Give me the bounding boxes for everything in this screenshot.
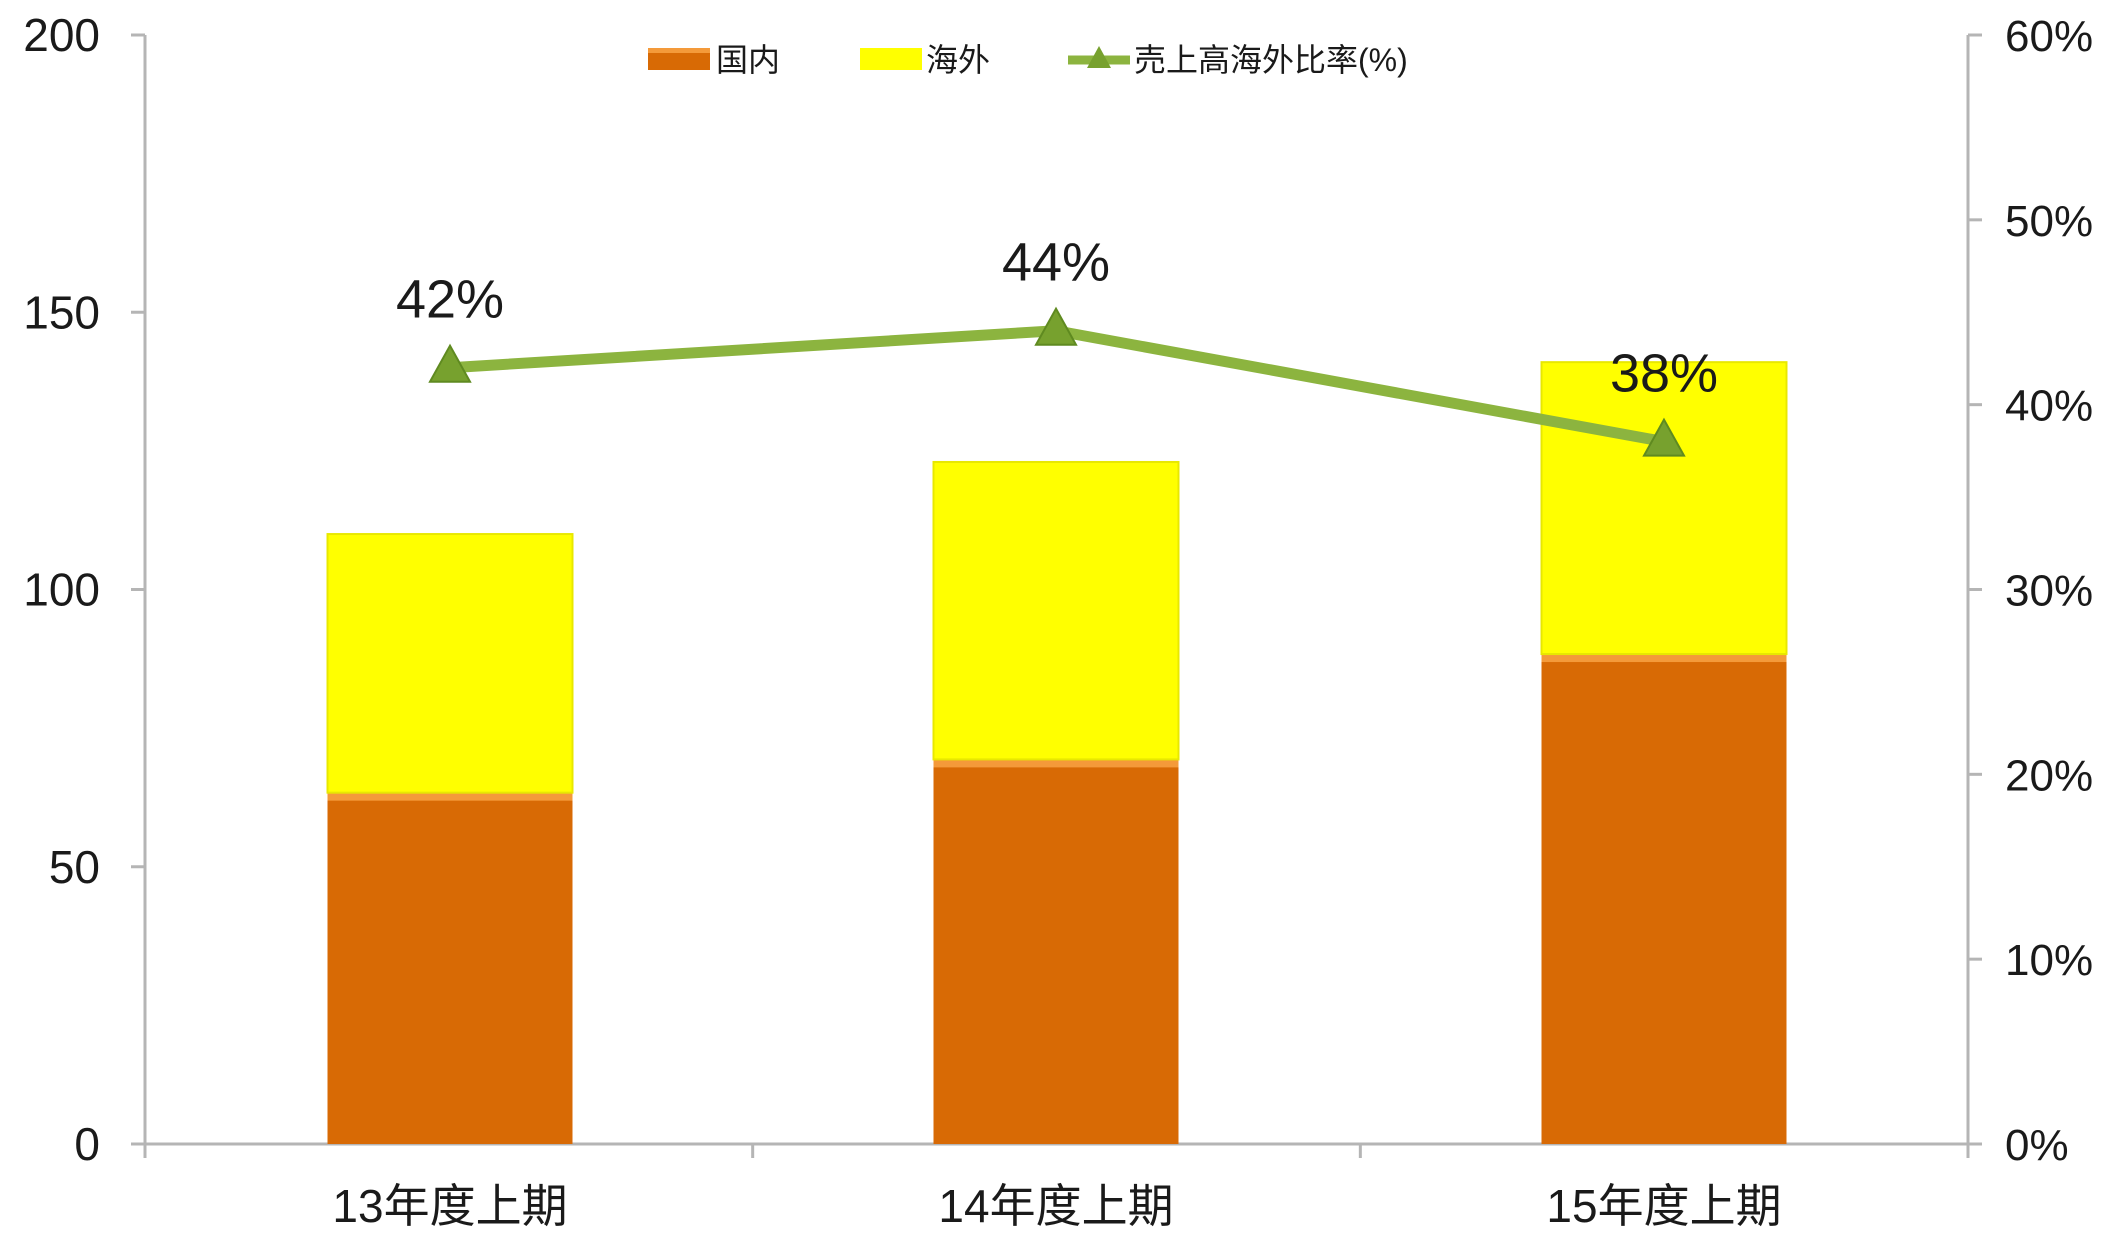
ratio-marker	[428, 343, 472, 383]
bar-domestic-highlight	[1541, 654, 1787, 663]
y-right-tick-label: 40%	[2005, 382, 2093, 431]
labels: 42% 44% 38%	[396, 233, 1718, 404]
data-label: 44%	[1002, 233, 1110, 293]
y-right-tick-label: 20%	[2005, 751, 2093, 800]
bar-overseas	[326, 533, 574, 794]
legend: 国内 海外 売上高海外比率(%)	[648, 42, 1408, 78]
y-right-tick-label: 30%	[2005, 567, 2093, 616]
y-left-tick-label: 150	[23, 286, 100, 338]
axes: 0 50 100 150 200 0% 10% 20% 30% 40% 50% 60% 13年度上期 14…	[23, 9, 2093, 1232]
bar-domestic-highlight	[933, 759, 1179, 768]
y-right-tick-label: 10%	[2005, 936, 2093, 985]
ratio-marker	[1642, 417, 1686, 457]
bar-domestic	[327, 794, 573, 1144]
ratio-line	[449, 325, 1665, 448]
bar-domestic-highlight	[327, 792, 573, 801]
legend-label-ratio: 売上高海外比率(%)	[1134, 42, 1408, 78]
bar-overseas	[1540, 361, 1788, 656]
legend-swatch-domestic	[648, 48, 710, 70]
y-left-tick-label: 200	[23, 9, 100, 61]
y-right-tick-label: 0%	[2005, 1121, 2069, 1170]
x-tick-label: 15年度上期	[1546, 1180, 1781, 1232]
x-tick-label: 14年度上期	[938, 1180, 1173, 1232]
y-left-tick-label: 0	[74, 1118, 100, 1170]
y-right-tick-label: 60%	[2005, 12, 2093, 61]
bar-overseas	[932, 460, 1180, 761]
legend-label-domestic: 国内	[716, 42, 780, 78]
ratio-marker	[1034, 306, 1078, 346]
bar-domestic	[1541, 656, 1787, 1144]
y-left-tick-label: 50	[49, 841, 100, 893]
data-label: 38%	[1610, 344, 1718, 404]
bar-domestic	[933, 761, 1179, 1144]
ratio-line-group	[428, 306, 1686, 457]
legend-marker-ratio	[1087, 46, 1111, 68]
y-left-tick-label: 100	[23, 564, 100, 616]
data-label: 42%	[396, 270, 504, 330]
legend-swatch-overseas	[860, 48, 922, 70]
legend-swatch-domestic-highlight	[648, 48, 710, 53]
bars	[326, 361, 1788, 1144]
y-right-tick-label: 50%	[2005, 197, 2093, 246]
x-tick-label: 13年度上期	[332, 1180, 567, 1232]
legend-label-overseas: 海外	[926, 42, 990, 78]
